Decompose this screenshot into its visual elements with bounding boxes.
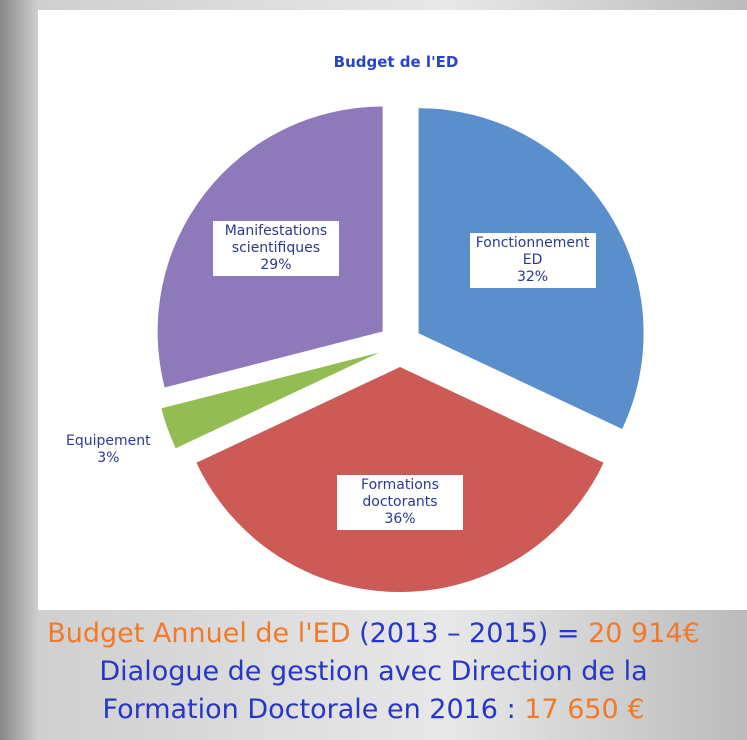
slice-label: Equipement 3% [63, 431, 154, 469]
chart-panel: Budget de l'ED Fonctionnement ED 32% Forma… [38, 10, 747, 610]
equals: = [556, 618, 580, 649]
footer-text: Formation Doctorale en 2016 : [102, 694, 516, 725]
category-label: Manifestations scientifiques [224, 223, 328, 257]
budget-label: Budget Annuel de l'ED [47, 618, 351, 649]
slice-label: Manifestations scientifiques 29% [212, 221, 339, 277]
category-label: Formations doctorants [361, 476, 439, 510]
slice-label: Formations doctorants 36% [337, 474, 463, 530]
slice-label: Fonctionnement ED 32% [469, 233, 596, 289]
footer-line: Dialogue de gestion avec Direction de la [99, 656, 648, 687]
value-label: 29% [260, 257, 292, 274]
budget-period: (2013 – 2015) [359, 618, 549, 649]
footer-line: Budget Annuel de l'ED (2013 – 2015) = 20… [0, 615, 747, 653]
budget-amount: 20 914€ [588, 618, 700, 649]
value-label: 32% [516, 269, 549, 286]
chart-title: Budget de l'ED [334, 53, 459, 71]
value-label: 36% [384, 510, 416, 527]
footer: Budget Annuel de l'ED (2013 – 2015) = 20… [0, 615, 747, 729]
pie-slice [161, 352, 380, 449]
category-label: Fonctionnement ED [475, 235, 590, 269]
footer-line: Formation Doctorale en 2016 : 17 650 € [0, 691, 747, 729]
category-label: Equipement [66, 433, 151, 449]
dialogue-amount: 17 650 € [524, 694, 645, 725]
value-label: 3% [97, 450, 120, 466]
